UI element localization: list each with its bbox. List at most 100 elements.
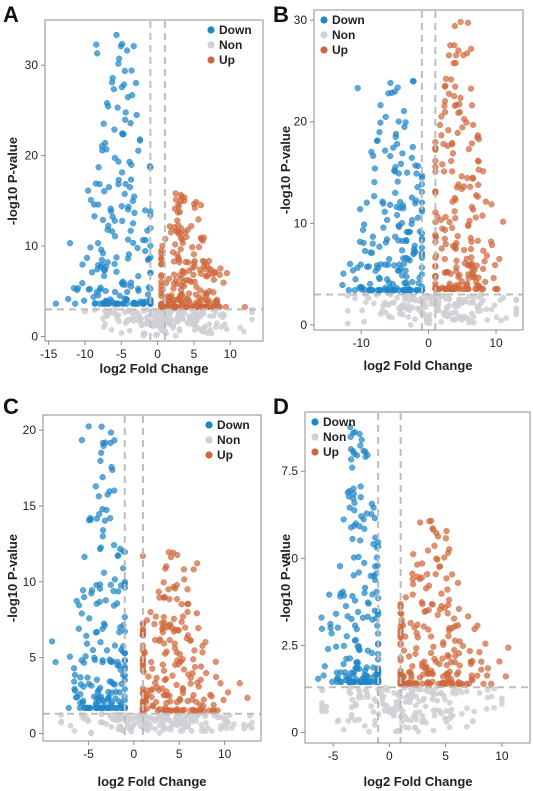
point-down xyxy=(111,437,118,444)
point-up xyxy=(455,650,463,657)
point-up xyxy=(211,300,218,307)
point-up xyxy=(189,244,196,251)
point-non xyxy=(124,719,131,726)
point-up xyxy=(478,658,485,665)
point-up xyxy=(163,688,170,695)
point-non xyxy=(491,685,498,692)
point-up xyxy=(236,680,243,687)
point-up xyxy=(220,279,227,286)
point-up xyxy=(175,203,182,211)
point-down xyxy=(371,165,379,172)
point-down xyxy=(340,516,347,523)
point-down xyxy=(79,699,87,706)
point-down xyxy=(404,169,411,176)
point-down xyxy=(91,213,98,220)
point-down xyxy=(99,216,107,224)
point-up xyxy=(427,649,435,657)
point-up xyxy=(444,610,451,617)
point-up xyxy=(171,224,178,231)
point-up xyxy=(452,59,459,67)
point-up xyxy=(197,287,204,294)
point-down xyxy=(102,300,109,307)
point-non xyxy=(484,317,491,323)
point-up xyxy=(451,42,458,49)
point-down xyxy=(125,251,132,258)
point-down xyxy=(351,499,358,506)
point-up xyxy=(460,51,467,59)
point-down xyxy=(99,250,107,257)
point-non xyxy=(381,299,388,306)
panel-letter: A xyxy=(3,2,19,27)
point-up xyxy=(445,52,453,59)
point-up xyxy=(182,624,189,631)
point-up xyxy=(484,672,491,679)
point-up xyxy=(429,525,436,532)
point-non xyxy=(397,308,404,315)
point-down xyxy=(71,678,78,685)
point-up xyxy=(182,258,189,266)
point-up xyxy=(165,275,173,282)
point-up xyxy=(432,209,439,216)
point-non xyxy=(352,700,359,707)
point-down xyxy=(75,602,83,609)
point-down xyxy=(104,103,112,110)
point-up xyxy=(161,707,168,714)
point-up xyxy=(454,233,461,240)
point-non xyxy=(398,718,405,725)
point-down xyxy=(409,278,416,286)
point-non xyxy=(370,300,377,307)
point-down xyxy=(83,254,91,262)
point-down xyxy=(394,267,402,274)
point-up xyxy=(408,671,415,679)
point-down xyxy=(92,629,100,636)
point-non xyxy=(131,318,137,324)
point-up xyxy=(189,696,196,703)
point-non xyxy=(498,317,504,324)
point-down xyxy=(127,120,134,127)
point-non xyxy=(449,712,456,719)
point-non xyxy=(393,699,399,705)
y-axis-title: -log10 P-value xyxy=(278,534,293,622)
point-down xyxy=(122,109,129,116)
point-non xyxy=(363,688,370,695)
x-tick-label: 5 xyxy=(442,749,449,763)
point-non xyxy=(430,707,437,714)
point-up xyxy=(452,622,459,630)
plot-frame xyxy=(42,414,262,742)
point-non xyxy=(425,315,431,322)
point-non xyxy=(403,694,410,701)
x-tick-label: -10 xyxy=(353,336,371,350)
point-non xyxy=(438,319,445,325)
legend-label-down: Down xyxy=(219,23,252,37)
point-up xyxy=(181,706,188,713)
point-up xyxy=(173,581,181,589)
legend-swatch-non xyxy=(205,436,213,444)
point-up xyxy=(439,655,446,662)
point-down xyxy=(343,633,350,640)
point-down xyxy=(354,84,361,92)
point-up xyxy=(418,599,425,606)
point-down xyxy=(92,483,99,490)
point-down xyxy=(111,233,119,240)
point-down xyxy=(351,637,359,644)
point-down xyxy=(125,206,132,213)
point-up xyxy=(402,594,409,601)
point-up xyxy=(210,701,217,709)
point-down xyxy=(126,184,133,191)
point-up xyxy=(440,680,447,687)
point-down xyxy=(93,515,100,522)
point-down xyxy=(346,260,354,268)
point-up xyxy=(502,673,509,680)
point-up xyxy=(453,268,460,275)
point-non xyxy=(442,309,449,315)
point-up xyxy=(468,140,476,147)
point-down xyxy=(85,423,92,430)
x-tick-label: -5 xyxy=(116,347,127,361)
y-tick-label: 2.5 xyxy=(281,638,298,652)
point-up xyxy=(448,157,455,165)
point-up xyxy=(441,255,448,263)
point-up xyxy=(452,196,459,204)
point-up xyxy=(161,640,168,647)
point-up xyxy=(449,168,456,175)
